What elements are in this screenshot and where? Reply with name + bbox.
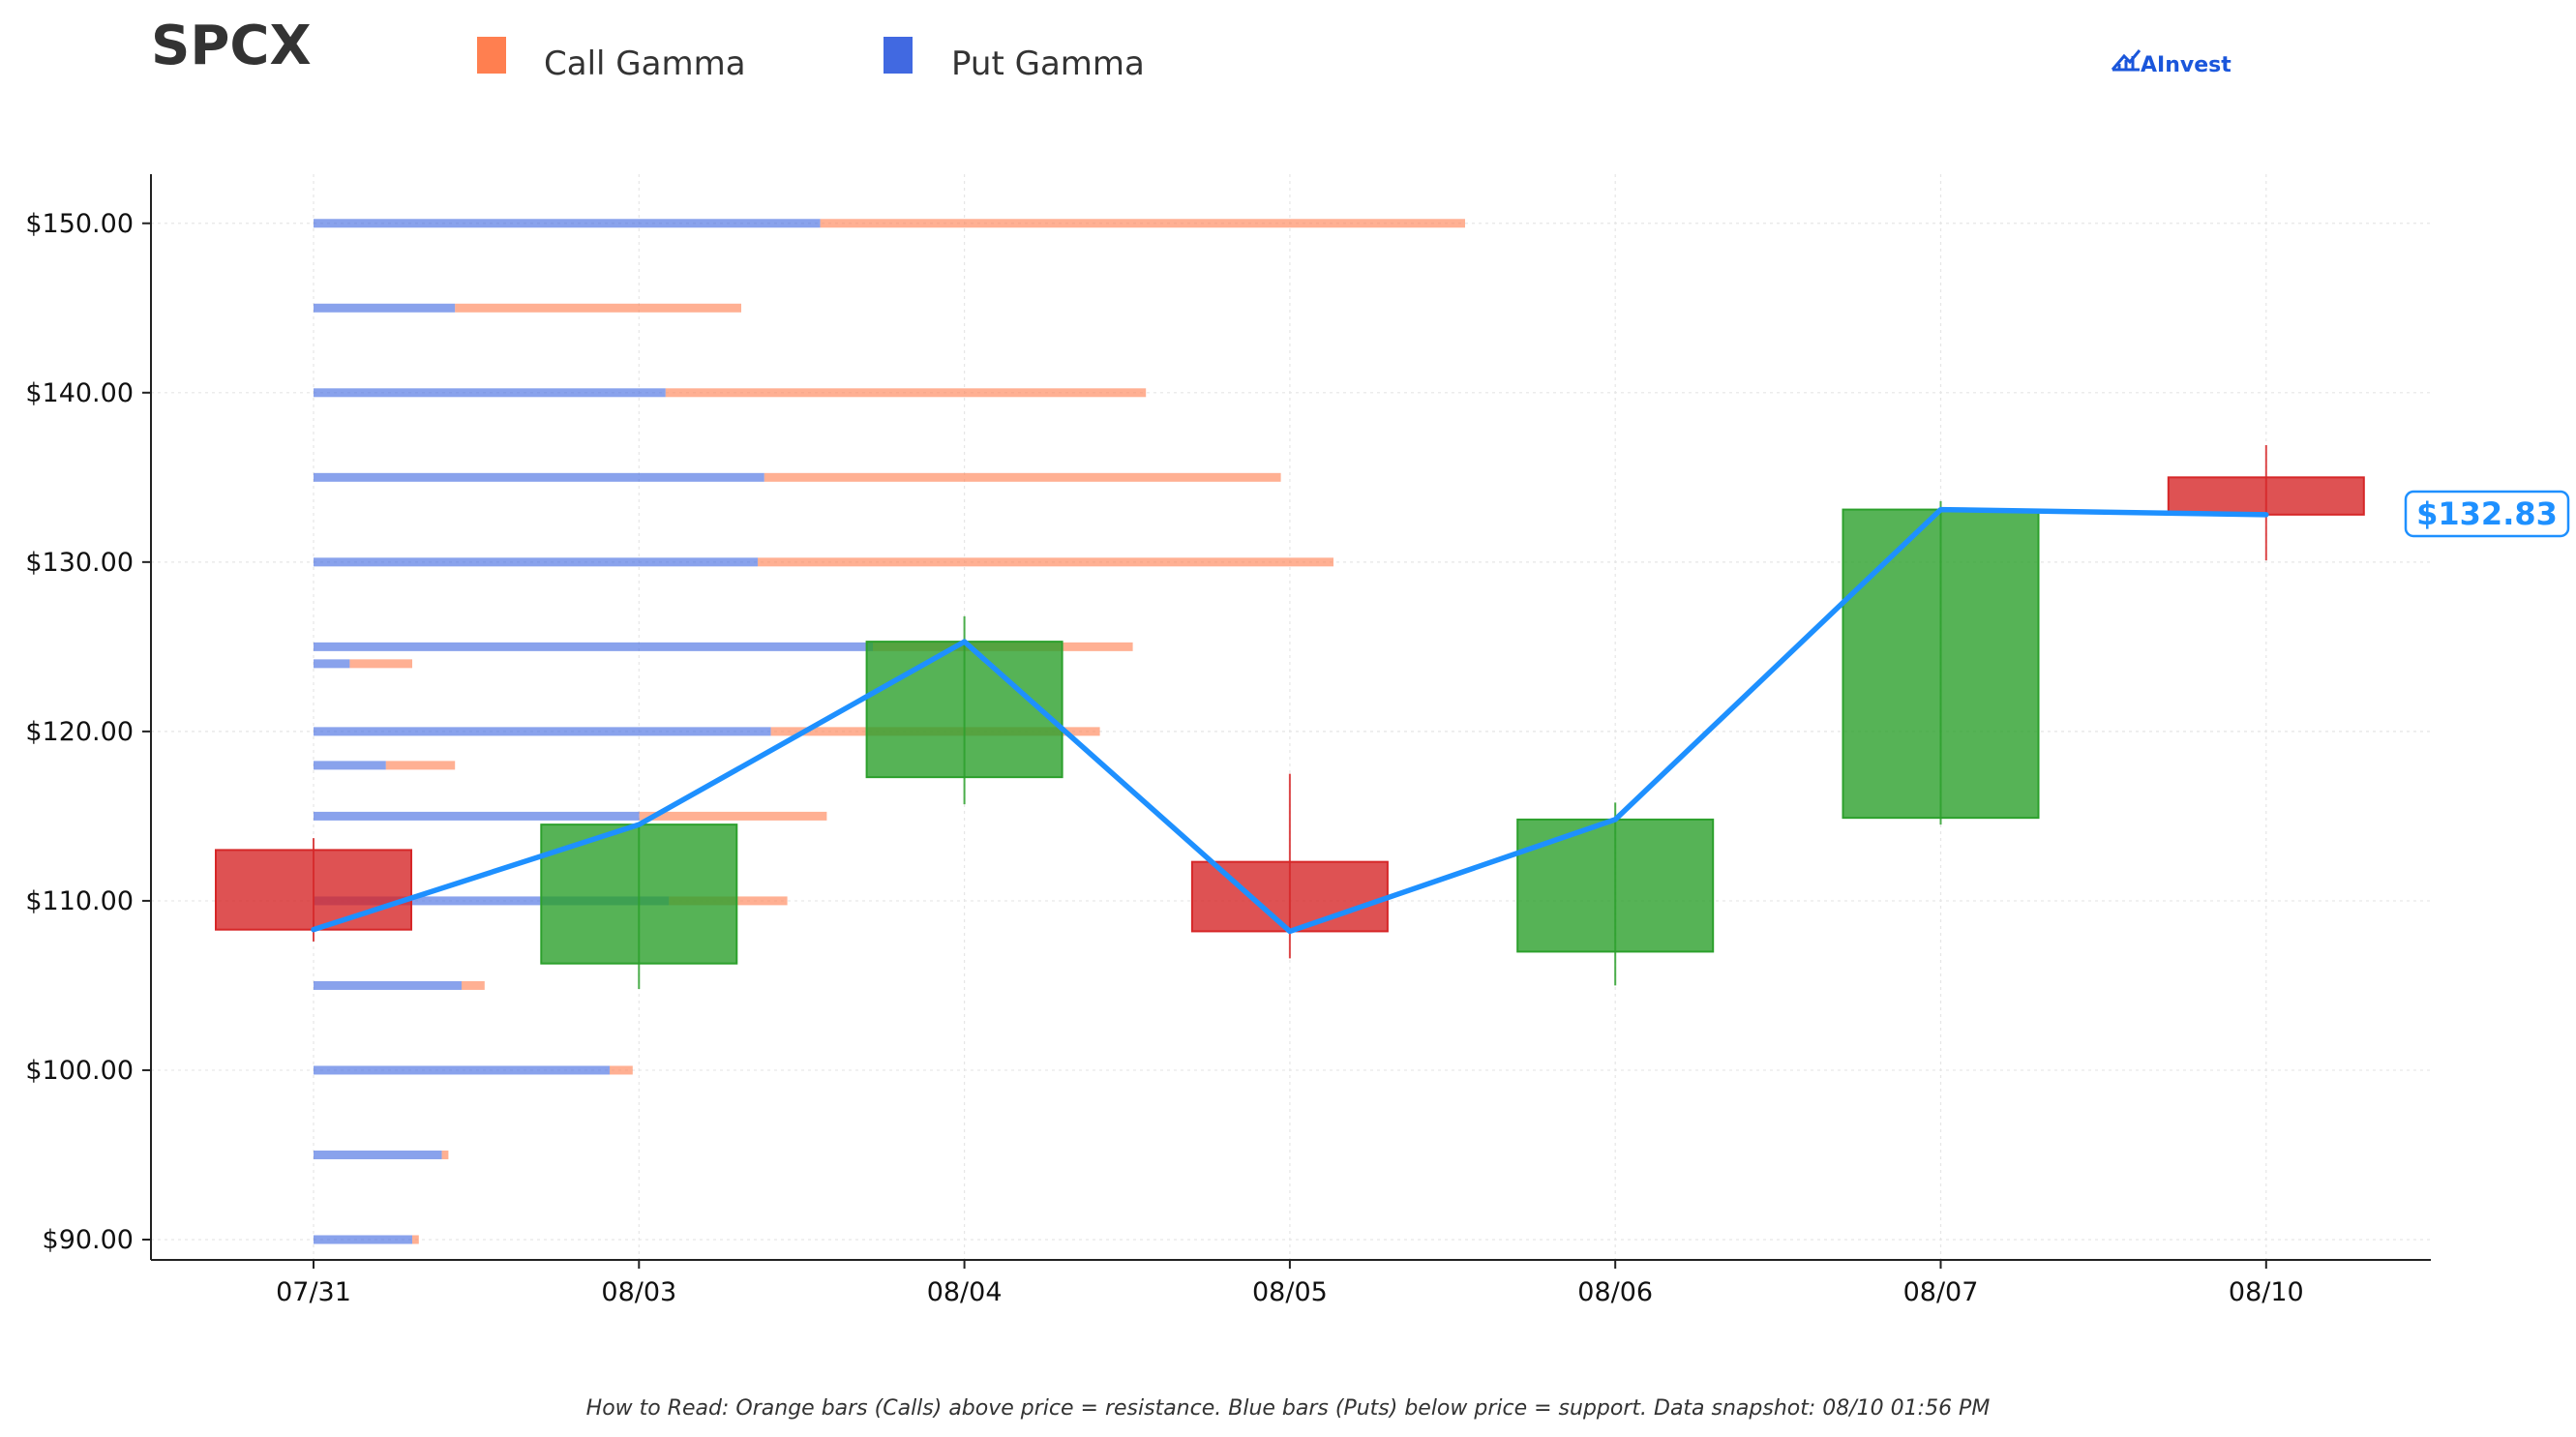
put-gamma-bar (314, 811, 640, 821)
candle-body-down (2167, 476, 2365, 516)
legend-swatch-put (884, 37, 913, 74)
candle-body-up (1516, 818, 1715, 953)
put-gamma-bar (314, 219, 821, 228)
last-price-label: $132.83 (2416, 495, 2558, 532)
y-axis-ticks: $90.00 $100.00 $110.00 $120.00 $130.00 $140.0… (25, 209, 151, 1255)
put-gamma-bar (314, 761, 386, 770)
call-gamma-bar (758, 557, 1333, 567)
y-tick-label: $150.00 (25, 209, 134, 239)
x-tick-label: 08/05 (1252, 1277, 1328, 1307)
last-price-callout: $132.83 (2404, 490, 2570, 538)
put-gamma-bar (314, 303, 456, 313)
y-tick-label: $110.00 (25, 886, 134, 916)
put-gamma-bar (314, 642, 873, 651)
x-tick-label: 08/04 (927, 1277, 1003, 1307)
y-tick-label: $90.00 (43, 1225, 134, 1255)
put-gamma-bar (314, 727, 771, 736)
call-gamma-bar (639, 811, 827, 821)
x-tick-label: 08/10 (2229, 1277, 2304, 1307)
close-price-line (311, 506, 2269, 935)
put-gamma-bar (314, 388, 666, 398)
call-gamma-bar (462, 980, 485, 990)
candle-body-up (865, 641, 1063, 779)
legend-label-put: Put Gamma (951, 45, 1145, 83)
y-tick-label: $130.00 (25, 548, 134, 578)
brand-chart-icon (2111, 49, 2142, 72)
x-tick-label: 08/06 (1577, 1277, 1653, 1307)
put-gamma-bar (314, 472, 764, 482)
call-gamma-bar (455, 303, 741, 313)
brand-logo: AInvest (2111, 49, 2232, 77)
call-gamma-bar (764, 472, 1281, 482)
close-price-line-group (311, 506, 2269, 935)
last-price-box (2404, 490, 2570, 538)
candle-body-down (215, 849, 412, 931)
x-tick-label: 07/31 (276, 1277, 351, 1307)
y-tick-label: $100.00 (25, 1056, 134, 1086)
call-gamma-bar (665, 388, 1147, 398)
legend: Call Gamma Put Gamma (477, 37, 1145, 83)
y-tick-label: $120.00 (25, 717, 134, 747)
call-gamma-bar (610, 1065, 633, 1075)
candle-body-up (1842, 508, 2040, 820)
x-tick-label: 08/03 (601, 1277, 676, 1307)
x-tick-label: 08/07 (1903, 1277, 1979, 1307)
put-gamma-bar (314, 557, 758, 567)
legend-swatch-call (477, 37, 506, 74)
call-gamma-bar (441, 1150, 449, 1159)
x-axis-ticks: 07/31 08/03 08/04 08/05 08/06 08/07 08/10 (276, 1260, 2304, 1307)
call-gamma-bar (412, 1235, 419, 1244)
put-gamma-bar (314, 980, 462, 990)
chart-title: SPCX (151, 15, 312, 77)
put-gamma-bar (314, 1235, 412, 1244)
put-gamma-bar (314, 659, 350, 669)
call-gamma-bar (349, 659, 412, 669)
call-gamma-bar (820, 219, 1465, 228)
put-gamma-bar (314, 896, 670, 906)
legend-label-call: Call Gamma (544, 45, 746, 83)
put-gamma-bar (314, 1150, 442, 1159)
footnote: How to Read: Orange bars (Calls) above p… (586, 1396, 1991, 1421)
y-tick-label: $140.00 (25, 378, 134, 408)
put-gamma-bar (314, 1065, 610, 1075)
call-gamma-bar (385, 761, 456, 770)
brand-name: AInvest (2141, 53, 2232, 77)
